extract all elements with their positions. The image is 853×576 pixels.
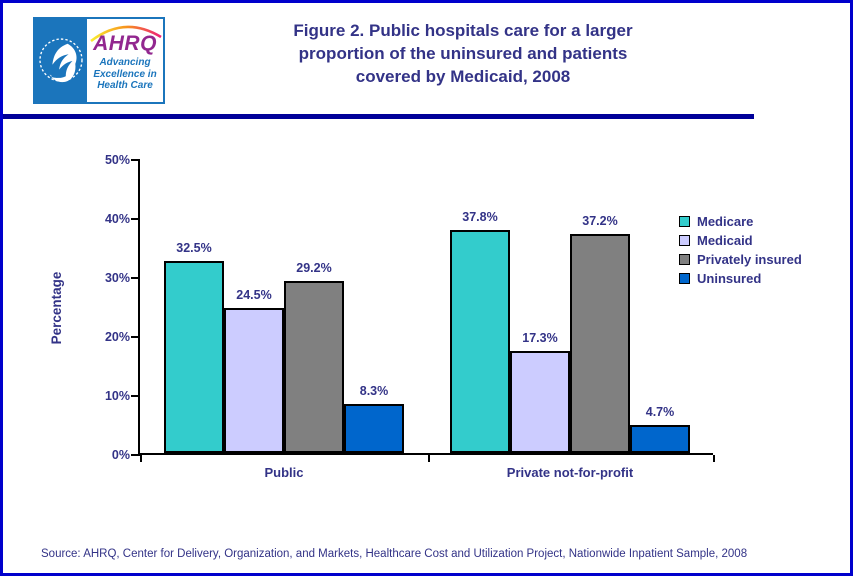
y-tick-label: 0% bbox=[111, 448, 130, 462]
bar-value-label: 32.5% bbox=[176, 241, 212, 255]
plot-area: 0% 10% 20% 30% 40% 50% 32.5% 24.5% 29.2% 8.3% Pub… bbox=[105, 153, 715, 480]
x-tick-mark bbox=[140, 455, 142, 462]
y-tick-mark bbox=[131, 454, 140, 456]
bar-uninsured-public bbox=[344, 404, 404, 453]
bar-value-label: 17.3% bbox=[522, 331, 558, 345]
figure-title-line: covered by Medicaid, 2008 bbox=[355, 66, 571, 86]
y-tick-mark bbox=[131, 159, 140, 161]
legend-label: Privately insured bbox=[697, 252, 802, 267]
bar-privately-insured-public bbox=[284, 281, 344, 453]
legend-label: Uninsured bbox=[697, 271, 762, 286]
bar-value-label: 37.2% bbox=[582, 214, 618, 228]
y-tick-mark bbox=[131, 277, 140, 279]
y-axis-title: Percentage bbox=[49, 271, 64, 345]
x-category-label: Public bbox=[264, 465, 304, 480]
ahrq-arc-icon bbox=[90, 25, 162, 43]
y-tick-label: 30% bbox=[104, 271, 130, 285]
legend-item-medicaid: Medicaid bbox=[679, 234, 802, 247]
bar-value-label: 4.7% bbox=[645, 405, 675, 419]
y-tick-mark bbox=[131, 336, 140, 338]
bar-uninsured-private-not-for-profit bbox=[630, 425, 690, 453]
bar-value-label: 24.5% bbox=[236, 288, 272, 302]
legend-item-medicare: Medicare bbox=[679, 215, 802, 228]
y-tick-mark bbox=[131, 218, 140, 220]
legend-swatch-icon bbox=[679, 254, 690, 265]
figure-title-line: Figure 2. Public hospitals care for a la… bbox=[293, 21, 633, 40]
y-tick-label: 20% bbox=[104, 330, 130, 344]
x-tick-mark bbox=[713, 455, 715, 462]
y-tick-label: 40% bbox=[104, 212, 130, 226]
legend-item-privately-insured: Privately insured bbox=[679, 253, 802, 266]
x-category-label: Private not-for-profit bbox=[506, 465, 634, 480]
ahrq-tagline: Advancing Excellence in Health Care bbox=[87, 57, 163, 92]
bar-medicare-private-not-for-profit bbox=[450, 230, 510, 453]
bar-medicare-public bbox=[164, 261, 224, 453]
ahrq-wordmark: AHRQ bbox=[93, 32, 157, 55]
hhs-eagle-seal-icon bbox=[35, 19, 87, 102]
legend-swatch-icon bbox=[679, 273, 690, 284]
x-tick-mark bbox=[428, 455, 430, 462]
bar-privately-insured-private-not-for-profit bbox=[570, 234, 630, 453]
header-divider bbox=[3, 114, 754, 119]
x-axis-layer bbox=[140, 455, 715, 469]
bar-medicaid-private-not-for-profit bbox=[510, 351, 570, 453]
legend: Medicare Medicaid Privately insured Uninsur… bbox=[679, 215, 802, 291]
y-tick-mark bbox=[131, 395, 140, 397]
figure-title-line: proportion of the uninsured and patients bbox=[298, 43, 628, 63]
ahrq-logo: AHRQ Advancing Excellence in Health Care bbox=[33, 17, 165, 104]
bar-medicaid-public bbox=[224, 308, 284, 453]
bar-value-label: 37.8% bbox=[462, 210, 498, 224]
legend-item-uninsured: Uninsured bbox=[679, 272, 802, 285]
tagline-line: Excellence in bbox=[93, 68, 157, 80]
bar-value-label: 29.2% bbox=[296, 261, 332, 275]
legend-swatch-icon bbox=[679, 216, 690, 227]
legend-swatch-icon bbox=[679, 235, 690, 246]
legend-label: Medicare bbox=[697, 214, 754, 229]
source-note: Source: AHRQ, Center for Delivery, Organ… bbox=[41, 548, 748, 560]
bar-value-label: 8.3% bbox=[359, 384, 389, 398]
ahrq-logo-text-block: AHRQ Advancing Excellence in Health Care bbox=[87, 19, 163, 102]
tagline-line: Health Care bbox=[97, 80, 153, 91]
legend-label: Medicaid bbox=[697, 233, 753, 248]
tagline-line: Advancing bbox=[99, 57, 151, 68]
figure-title: Figure 2. Public hospitals care for a la… bbox=[233, 20, 693, 89]
y-tick-label: 50% bbox=[104, 153, 130, 167]
y-tick-label: 10% bbox=[104, 389, 130, 403]
